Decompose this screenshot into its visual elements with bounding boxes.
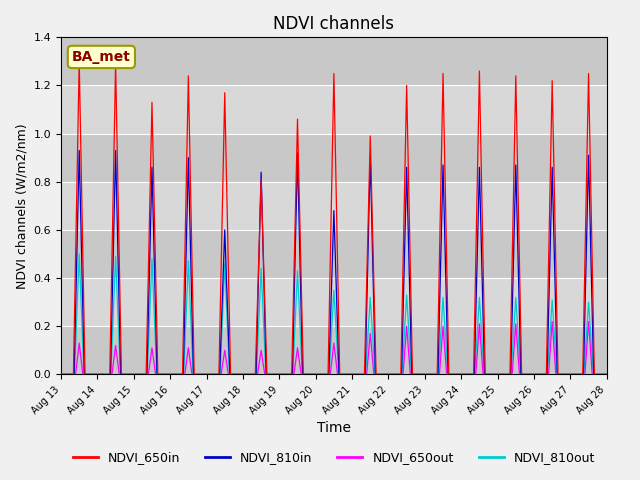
Text: BA_met: BA_met — [72, 50, 131, 64]
X-axis label: Time: Time — [317, 421, 351, 435]
Title: NDVI channels: NDVI channels — [273, 15, 394, 33]
Bar — [61, 278, 607, 326]
Y-axis label: NDVI channels (W/m2/nm): NDVI channels (W/m2/nm) — [15, 123, 28, 288]
Bar — [61, 182, 607, 230]
Bar — [61, 133, 607, 182]
Bar — [61, 85, 607, 133]
Legend: NDVI_650in, NDVI_810in, NDVI_650out, NDVI_810out: NDVI_650in, NDVI_810in, NDVI_650out, NDV… — [68, 446, 600, 469]
Bar — [61, 230, 607, 278]
Bar — [61, 37, 607, 85]
Bar — [61, 326, 607, 374]
